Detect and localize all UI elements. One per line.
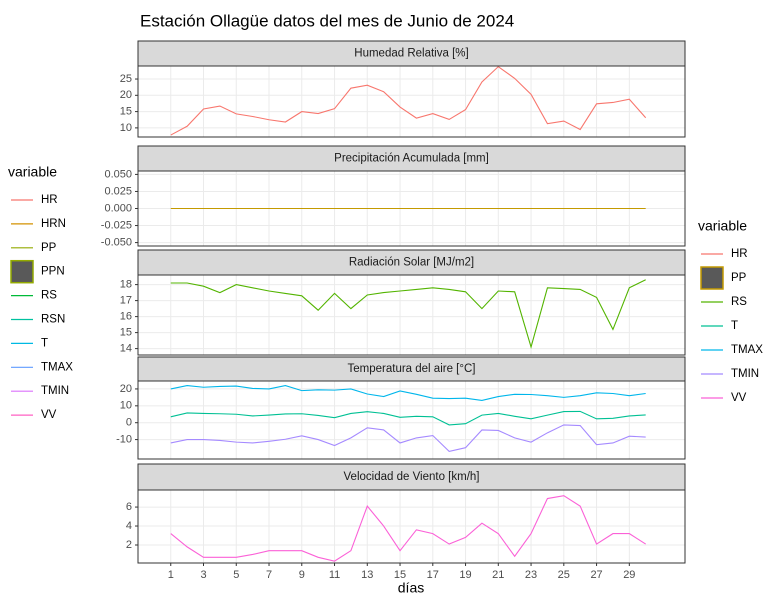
legend-label: T [731, 320, 738, 332]
data-line [170, 279, 646, 349]
data-line [170, 495, 646, 562]
panel-border [137, 65, 686, 138]
x-tick-label: 15 [394, 569, 406, 581]
panel-border [137, 274, 686, 356]
legend-label: HR [41, 194, 58, 206]
data-line [170, 424, 646, 453]
legend-label: VV [41, 409, 57, 421]
y-tick-label: 0.025 [104, 185, 132, 197]
facet-title: Temperatura del aire [°C] [348, 363, 476, 375]
y-tick-label: -10 [116, 433, 132, 445]
x-tick-label: 21 [492, 569, 504, 581]
x-tick-label: 19 [459, 569, 471, 581]
facet-title: Precipitación Acumulada [mm] [334, 153, 489, 165]
legend-label: TMIN [731, 368, 759, 380]
legend-label: RS [731, 296, 747, 308]
y-tick-label: 15 [120, 327, 132, 339]
legend-label: T [41, 337, 48, 349]
panel-border [137, 170, 686, 247]
x-tick-label: 27 [590, 569, 602, 581]
legend-label: PPN [41, 266, 65, 278]
legend-title: variable [8, 164, 57, 180]
y-tick-label: 2 [126, 539, 132, 551]
x-tick-label: 7 [266, 569, 272, 581]
y-tick-label: 4 [126, 520, 132, 532]
panel-background [138, 275, 685, 355]
y-tick-label: 16 [120, 311, 132, 323]
y-tick-label: 0.050 [104, 168, 132, 180]
y-tick-label: 18 [120, 279, 132, 291]
x-tick-label: 13 [361, 569, 373, 581]
facet-strip [137, 145, 686, 172]
legend-label: RSN [41, 314, 65, 326]
x-tick-label: 25 [558, 569, 570, 581]
x-tick-label: 1 [168, 569, 174, 581]
y-tick-label: 17 [120, 295, 132, 307]
y-tick-label: 20 [120, 89, 132, 101]
y-tick-label: 14 [120, 343, 132, 355]
y-tick-label: -0.050 [101, 236, 132, 248]
legend-key [700, 266, 724, 290]
chart-title: Estación Ollagüe datos del mes de Junio … [140, 11, 514, 30]
x-tick-label: 11 [329, 569, 340, 581]
panel-border [137, 380, 686, 460]
facet-strip [137, 40, 686, 67]
legend-label: VV [731, 392, 747, 404]
x-tick-label: 23 [525, 569, 537, 581]
legend-key [10, 259, 34, 284]
y-tick-label: 0 [126, 417, 132, 429]
panel-background [138, 381, 685, 459]
y-tick-label: 25 [120, 73, 132, 85]
facet-title: Humedad Relativa [%] [354, 48, 468, 60]
x-axis-title: días [398, 580, 424, 596]
x-tick-label: 9 [299, 569, 305, 581]
x-tick-label: 5 [233, 569, 239, 581]
legend-title: variable [698, 218, 747, 234]
y-tick-label: 6 [126, 501, 132, 513]
x-tick-label: 17 [427, 569, 439, 581]
panel-background [138, 66, 685, 137]
y-tick-label: 15 [120, 106, 132, 118]
facet-title: Radiación Solar [MJ/m2] [349, 257, 474, 269]
facet-title: Velocidad de Viento [km/h] [344, 471, 480, 483]
legend-label: PP [731, 272, 747, 284]
facet-strip [137, 356, 686, 382]
legend-label: TMAX [731, 344, 763, 356]
panel-border [137, 489, 686, 564]
data-line [170, 65, 647, 136]
y-tick-label: 0.000 [104, 202, 132, 214]
y-tick-label: 20 [120, 383, 132, 395]
x-tick-label: 29 [623, 569, 635, 581]
facet-strip [137, 463, 686, 491]
y-tick-label: 10 [120, 122, 132, 134]
facet-strip [137, 249, 686, 276]
y-tick-label: -0.025 [101, 219, 132, 231]
y-tick-label: 10 [120, 400, 132, 412]
data-line [170, 410, 646, 426]
legend-label: HRN [41, 218, 66, 230]
legend-label: HR [731, 248, 748, 260]
data-line [170, 384, 646, 401]
x-tick-label: 3 [200, 569, 206, 581]
legend-label: TMAX [41, 361, 73, 373]
legend-label: TMIN [41, 385, 69, 397]
legend-label: PP [41, 242, 57, 254]
legend-label: RS [41, 290, 57, 302]
